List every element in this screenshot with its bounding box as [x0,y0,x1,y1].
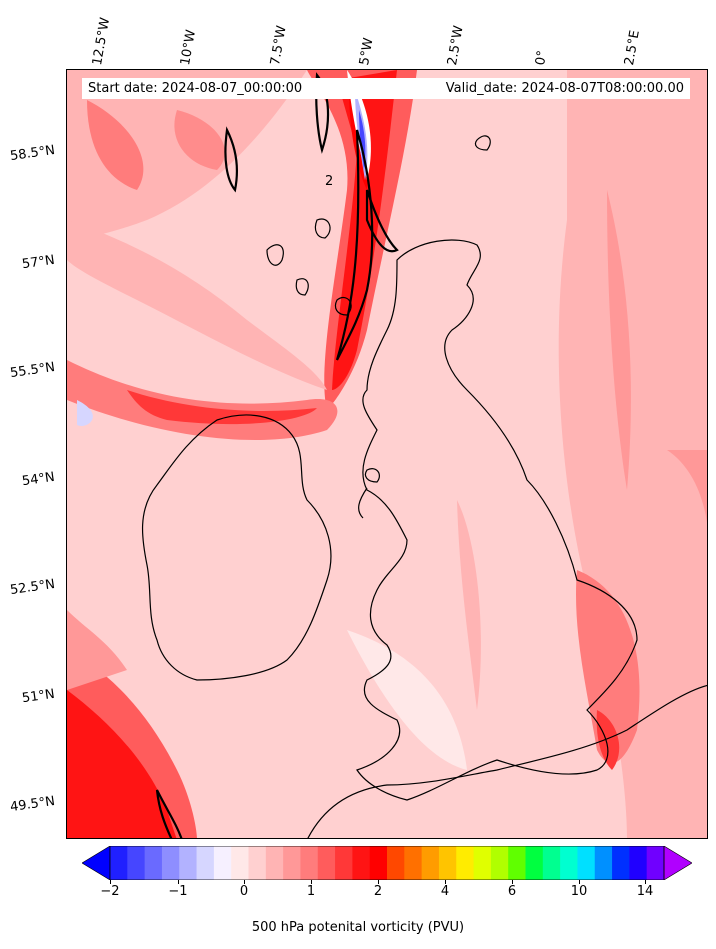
colorbar-tick-mark [579,880,580,884]
longitude-label: 7.5°W [268,24,290,67]
colorbar-tick-mark [244,880,245,884]
colorbar-tick-mark [378,880,379,884]
colorbar-segment [508,846,526,880]
colorbar-segment [387,846,405,880]
colorbar-segment [490,846,509,880]
colorbar-tick-mark [645,880,646,884]
colorbar-extend-low [82,846,111,880]
colorbar-segment [144,846,163,880]
colorbar-segment [525,846,544,880]
valid-date: Valid_date: 2024-08-07T08:00:00.00 [445,81,684,96]
longitude-label: 5°W [357,36,377,67]
colorbar-tick-label: 1 [306,884,316,899]
colorbar-label: 500 hPa potenital vorticity (PVU) [251,920,465,935]
colorbar-tick-label: −2 [100,884,120,899]
colorbar-segment [127,846,146,880]
colorbar-segment [196,846,215,880]
colorbar [82,846,692,880]
colorbar-segment [612,846,630,880]
colorbar-segment [404,846,423,880]
latitude-label: 58.5°N [9,142,56,165]
colorbar-segment [438,846,457,880]
longitude-label: 2.5°W [445,24,467,67]
colorbar-tick-label: 2 [373,884,383,899]
colorbar-tick-label: 0 [239,884,249,899]
colorbar-tick-label: −1 [168,884,188,899]
colorbar-tick-mark [311,880,312,884]
latitude-label: 57°N [21,252,56,273]
colorbar-tick-mark [445,880,446,884]
colorbar-segment [594,846,613,880]
colorbar-segment [283,846,301,880]
latitude-label: 54°N [21,469,56,490]
colorbar-segment [560,846,578,880]
colorbar-tick-label: 6 [507,884,517,899]
date-info-box: Start date: 2024-08-07_00:00:00 Valid_da… [82,78,690,99]
colorbar-tick-label: 14 [636,884,654,899]
longitude-label: 0° [533,49,551,67]
longitude-label: 2.5°E [622,29,643,67]
colorbar-tick-mark [512,880,513,884]
colorbar-tick-label: 10 [570,884,588,899]
colorbar-segment [248,846,267,880]
colorbar-segment [179,846,198,880]
colorbar-segment [542,846,561,880]
longitude-label: 12.5°W [90,16,114,67]
pv-field-map [67,70,707,838]
colorbar-segment [629,846,648,880]
map-panel: 2 [66,69,708,839]
colorbar-outline [109,846,665,880]
colorbar-segment [646,846,665,880]
contour-label: 2 [325,174,334,189]
colorbar-segment [473,846,492,880]
colorbar-segment [110,846,128,880]
latitude-label: 55.5°N [9,359,56,382]
start-date: Start date: 2024-08-07_00:00:00 [88,81,303,96]
colorbar-segment [231,846,249,880]
colorbar-extend-high [663,846,692,880]
latitude-label: 51°N [21,686,56,707]
latitude-label: 49.5°N [9,793,56,816]
colorbar-tick-mark [178,880,179,884]
colorbar-segment [161,846,180,880]
latitude-label: 52.5°N [9,576,56,599]
colorbar-tick-label: 4 [440,884,450,899]
colorbar-segment [300,846,319,880]
colorbar-segment [577,846,596,880]
colorbar-segment [456,846,475,880]
colorbar-segment [421,846,440,880]
colorbar-segment [213,846,232,880]
colorbar-segment [352,846,371,880]
colorbar-segment [317,846,336,880]
colorbar-segment [335,846,353,880]
colorbar-tick-mark [110,880,111,884]
colorbar-segment [369,846,388,880]
longitude-label: 10°W [178,28,200,67]
colorbar-segment [265,846,284,880]
